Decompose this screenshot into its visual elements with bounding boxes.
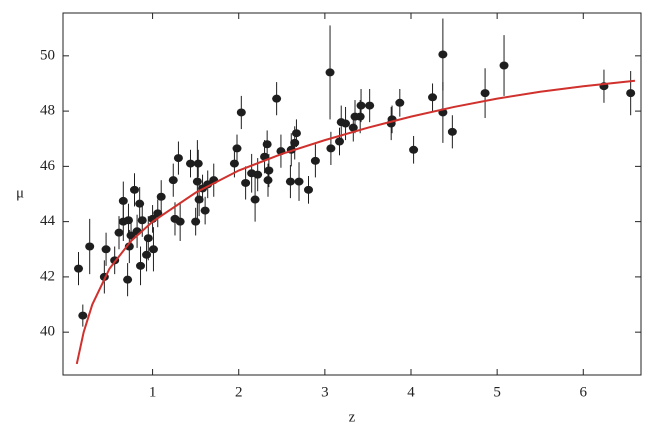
y-tick-label: 40	[40, 324, 55, 340]
data-point	[263, 176, 273, 185]
data-point	[355, 112, 365, 121]
x-axis-label: z	[349, 409, 356, 425]
data-point	[193, 159, 203, 168]
data-point	[428, 93, 438, 102]
data-point	[137, 216, 147, 225]
data-point	[142, 250, 152, 259]
data-point	[85, 242, 95, 251]
data-point	[285, 177, 295, 186]
data-point	[143, 234, 153, 243]
data-point	[236, 108, 246, 117]
data-point	[438, 50, 448, 59]
data-point	[325, 68, 335, 77]
data-point	[123, 216, 133, 225]
fit-curve	[75, 79, 636, 365]
data-point	[335, 137, 345, 146]
data-point	[129, 185, 139, 194]
data-point	[294, 177, 304, 186]
x-tick-label: 3	[321, 384, 329, 400]
data-point	[341, 119, 351, 128]
data-point	[626, 89, 636, 98]
x-tick-label: 2	[235, 384, 243, 400]
x-tick-label: 4	[407, 384, 415, 400]
data-point	[241, 178, 251, 187]
x-tick-label: 1	[149, 384, 157, 400]
data-point	[348, 123, 358, 132]
data-point	[272, 94, 282, 103]
data-point	[136, 261, 146, 270]
data-point	[123, 275, 133, 284]
data-point	[232, 144, 242, 153]
y-tick-label: 44	[40, 213, 56, 229]
data-point	[253, 170, 263, 179]
data-point	[290, 138, 300, 147]
x-tick-label: 5	[493, 384, 501, 400]
data-point	[191, 217, 201, 226]
data-point	[264, 166, 274, 175]
data-point	[409, 145, 419, 154]
y-tick-label: 46	[40, 158, 56, 174]
x-tick-label: 6	[580, 384, 588, 400]
data-point	[74, 264, 84, 273]
data-point	[310, 156, 320, 165]
data-point	[132, 227, 142, 236]
data-point	[185, 159, 195, 168]
data-point	[148, 245, 158, 254]
data-point	[101, 245, 111, 254]
data-point	[365, 101, 375, 110]
data-point	[168, 176, 178, 185]
data-point	[114, 228, 124, 237]
y-tick-label: 50	[40, 47, 55, 63]
data-point	[153, 209, 163, 218]
data-point	[326, 144, 336, 153]
data-point	[229, 159, 239, 168]
data-point	[200, 206, 210, 215]
data-point	[192, 177, 202, 186]
data-point	[447, 127, 457, 136]
data-point	[499, 61, 509, 70]
data-point	[480, 89, 490, 98]
data-point	[291, 129, 301, 138]
data-point	[173, 154, 183, 163]
data-point	[175, 217, 185, 226]
data-point	[135, 199, 145, 208]
data-point	[262, 140, 272, 149]
y-axis-label: μ	[16, 185, 24, 201]
data-point	[303, 185, 313, 194]
y-tick-label: 48	[40, 103, 55, 119]
plot-frame	[62, 12, 642, 376]
data-point	[250, 195, 260, 204]
data-point	[156, 192, 166, 201]
data-point	[194, 195, 204, 204]
data-point	[356, 101, 366, 110]
data-point	[78, 311, 88, 320]
data-point	[118, 196, 128, 205]
data-point	[395, 98, 405, 107]
y-tick-label: 42	[40, 268, 55, 284]
